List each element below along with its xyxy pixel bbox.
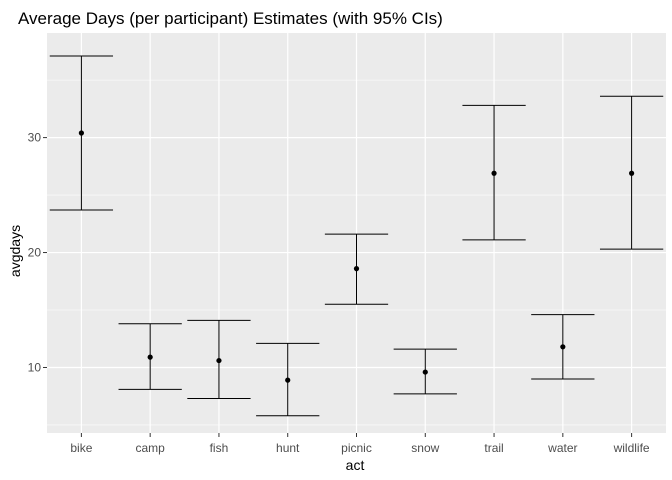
y-tick-label: 20 bbox=[28, 246, 42, 260]
estimate-point-wildlife bbox=[629, 170, 635, 176]
x-tick-label-snow: snow bbox=[411, 441, 439, 455]
x-tick-label-water: water bbox=[547, 441, 577, 455]
x-axis: bike camp fish hunt picnic snow trail water wild… bbox=[70, 433, 650, 455]
x-tick-label-fish: fish bbox=[210, 441, 229, 455]
estimate-point-picnic bbox=[353, 266, 360, 272]
estimate-point-bike bbox=[78, 130, 84, 136]
y-axis-title: avgdays bbox=[7, 225, 23, 277]
x-tick-label-camp: camp bbox=[135, 441, 165, 455]
x-tick-label-hunt: hunt bbox=[276, 441, 300, 455]
x-tick-label-trail: trail bbox=[484, 441, 503, 455]
x-tick-label-wildlife: wildlife bbox=[613, 441, 650, 455]
x-tick-label-picnic: picnic bbox=[341, 441, 372, 455]
estimate-point-snow bbox=[422, 369, 428, 375]
y-axis: 10 20 30 bbox=[28, 131, 47, 374]
error-bars bbox=[49, 55, 664, 417]
estimate-point-trail bbox=[491, 170, 497, 176]
y-tick-label: 10 bbox=[28, 360, 42, 374]
x-axis-title: act bbox=[346, 457, 365, 473]
y-tick-label: 30 bbox=[28, 131, 42, 145]
chart-title: Average Days (per participant) Estimates… bbox=[18, 9, 443, 28]
estimate-point-camp bbox=[147, 354, 153, 360]
estimate-point-hunt bbox=[285, 377, 291, 383]
x-tick-label-bike: bike bbox=[70, 441, 92, 455]
estimate-point-water bbox=[560, 344, 566, 350]
estimate-point-fish bbox=[216, 357, 222, 364]
